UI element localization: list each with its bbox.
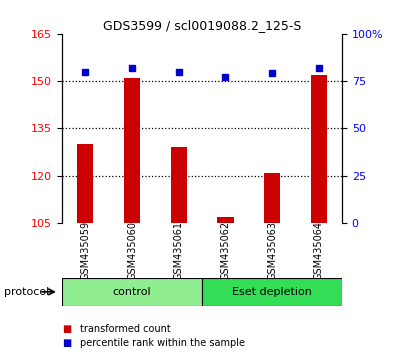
Bar [202,278,342,306]
Text: GSM435060: GSM435060 [127,221,137,280]
Text: GSM435059: GSM435059 [80,221,90,280]
Text: GSM435063: GSM435063 [267,221,277,280]
Bar [217,217,234,223]
Text: transformed count: transformed count [80,324,171,333]
Title: GDS3599 / scl0019088.2_125-S: GDS3599 / scl0019088.2_125-S [103,19,301,33]
Bar [170,147,187,223]
Bar [62,278,202,306]
Text: ■: ■ [62,338,71,348]
Text: GSM435064: GSM435064 [314,221,324,280]
Bar [264,172,280,223]
Text: Eset depletion: Eset depletion [232,287,312,297]
Text: percentile rank within the sample: percentile rank within the sample [80,338,245,348]
Text: control: control [113,287,151,297]
Text: GSM435062: GSM435062 [220,221,230,280]
Bar [310,75,327,223]
Text: protocol: protocol [4,287,49,297]
Text: ■: ■ [62,324,71,333]
Bar [77,144,94,223]
Bar [124,78,140,223]
Text: GSM435061: GSM435061 [174,221,184,280]
